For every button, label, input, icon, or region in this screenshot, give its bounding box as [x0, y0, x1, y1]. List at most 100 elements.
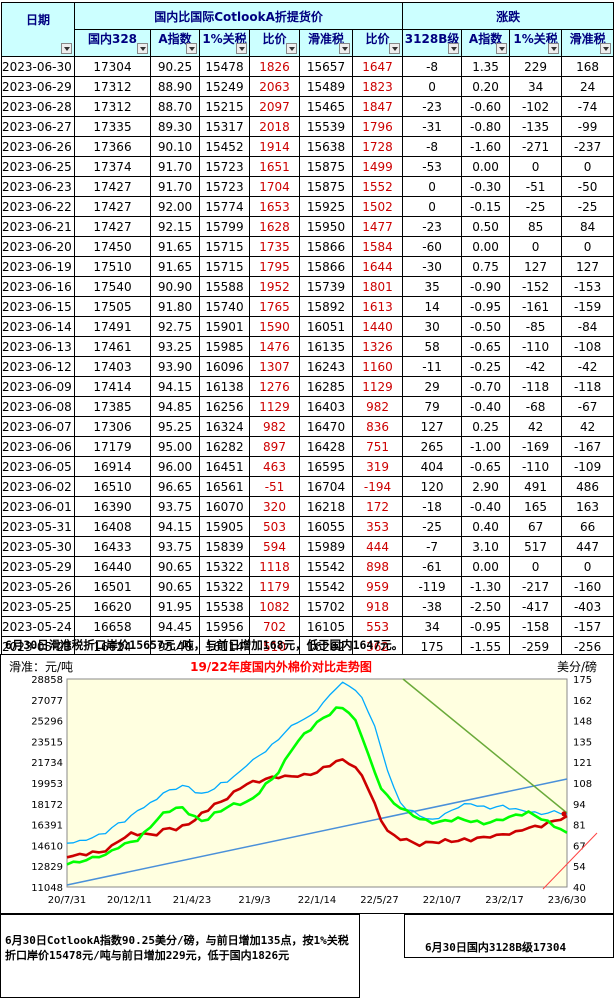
table-cell: 127: [402, 416, 463, 437]
col-header-date[interactable]: 日期: [1, 2, 75, 57]
table-cell: 93.75: [150, 496, 200, 517]
y-left-tick-label: 21734: [31, 758, 63, 769]
table-cell: 95.00: [150, 436, 200, 457]
col-header-8[interactable]: 1%关税: [509, 29, 563, 57]
table-row: 2023-06-02 16510 96.65 16561 -51 16704 -194 120…: [1, 476, 615, 497]
table-cell: 463: [249, 456, 300, 477]
col-header-9[interactable]: 滑准税: [561, 29, 615, 57]
table-cell: 2023-05-25: [1, 596, 75, 617]
table-cell: 702: [249, 616, 300, 637]
chart-panel: 19/22年度国内外棉价对比走势图 滑准：元/吨 美分/磅 28858 27077 252…: [0, 654, 614, 914]
table-cell: 15542: [299, 556, 353, 577]
table-cell: 94.15: [150, 516, 200, 537]
table-cell: 486: [561, 476, 615, 497]
y-right-tick-label: 135: [573, 737, 592, 748]
col-header-1[interactable]: A指数: [150, 29, 200, 57]
x-tick-label: 21/4/23: [173, 895, 212, 906]
table-cell: -11: [402, 356, 463, 377]
filter-dropdown-icon[interactable]: [600, 43, 612, 54]
table-cell: 92.15: [150, 216, 200, 237]
table-cell: 0.50: [461, 216, 511, 237]
filter-dropdown-icon[interactable]: [186, 43, 197, 54]
y-left-tick-label: 23515: [31, 737, 63, 748]
table-cell: 88.70: [150, 96, 200, 117]
table-cell: 1628: [249, 216, 300, 237]
filter-dropdown-icon[interactable]: [137, 43, 148, 54]
table-cell: 1129: [249, 396, 300, 417]
table-cell: 1.35: [461, 56, 511, 77]
table-cell: 982: [249, 416, 300, 437]
filter-dropdown-icon[interactable]: [496, 43, 508, 54]
table-cell: -135: [509, 116, 563, 137]
col-header-4[interactable]: 滑准税: [299, 29, 353, 57]
filter-dropdown-icon[interactable]: [236, 43, 247, 54]
col-header-7[interactable]: A指数: [461, 29, 511, 57]
table-cell: -169: [509, 436, 563, 457]
col-header-5[interactable]: 比价: [351, 29, 404, 57]
table-cell: 1276: [249, 376, 300, 397]
table-cell: 88.90: [150, 76, 200, 97]
filter-dropdown-icon[interactable]: [61, 43, 72, 54]
table-cell: 1826: [249, 56, 300, 77]
table-cell: -110: [509, 336, 563, 357]
table-cell: -38: [402, 596, 463, 617]
table-cell: 96.65: [150, 476, 200, 497]
filter-dropdown-icon[interactable]: [286, 43, 297, 54]
table-cell: 90.25: [150, 56, 200, 77]
table-cell: 172: [351, 496, 404, 517]
table-cell: 85: [509, 216, 563, 237]
x-tick-label: 22/5/27: [360, 895, 399, 906]
table-cell: 2023-05-29: [1, 556, 75, 577]
col-header-6[interactable]: 3128B级: [402, 29, 463, 57]
table-cell: -67: [561, 396, 615, 417]
table-cell: 1728: [351, 136, 404, 157]
footer-note-left: 6月30日CotlookA指数90.25美分/磅，与前日增加135点，按1%关税…: [0, 914, 360, 998]
table-cell: 1307: [249, 356, 300, 377]
col-header-2[interactable]: 1%关税: [199, 29, 250, 57]
table-cell: 0.40: [461, 516, 511, 537]
table-cell: 16055: [299, 516, 353, 537]
table-cell: 17374: [74, 156, 151, 177]
filter-dropdown-icon[interactable]: [548, 43, 560, 54]
table-cell: 898: [351, 556, 404, 577]
table-cell: 15215: [199, 96, 250, 117]
table-cell: 16914: [74, 456, 151, 477]
table-cell: 17366: [74, 136, 151, 157]
table-cell: 0: [509, 156, 563, 177]
plot-area: [66, 678, 568, 888]
table-cell: 2023-06-21: [1, 216, 75, 237]
table-cell: 1082: [249, 596, 300, 617]
filter-dropdown-icon[interactable]: [448, 43, 460, 54]
table-cell: 15875: [299, 156, 353, 177]
table-cell: -0.40: [461, 496, 511, 517]
table-cell: 17540: [74, 276, 151, 297]
table-cell: 17427: [74, 176, 151, 197]
col-header-3[interactable]: 比价: [249, 29, 300, 57]
filter-dropdown-icon[interactable]: [339, 43, 350, 54]
table-cell: -167: [561, 436, 615, 457]
table-cell: -118: [509, 376, 563, 397]
table-cell: 16403: [299, 396, 353, 417]
table-cell: 90.90: [150, 276, 200, 297]
filter-dropdown-icon[interactable]: [389, 43, 401, 54]
table-cell: 15985: [199, 336, 250, 357]
table-cell: 16262: [299, 636, 353, 657]
y-right-tick-label: 162: [573, 696, 592, 707]
table-cell: 16408: [74, 516, 151, 537]
table-cell: 94.15: [150, 376, 200, 397]
table-cell: 15478: [199, 56, 250, 77]
table-cell: 1735: [249, 236, 300, 257]
table-cell: 66: [561, 516, 615, 537]
table-cell: 15322: [199, 556, 250, 577]
table-cell: 1651: [249, 156, 300, 177]
table-cell: 2023-05-26: [1, 576, 75, 597]
col-header-0[interactable]: 国内328: [74, 29, 151, 57]
table-cell: -30: [402, 256, 463, 277]
table-cell: -50: [561, 176, 615, 197]
table-cell: 2023-06-15: [1, 296, 75, 317]
table-cell: 2023-06-05: [1, 456, 75, 477]
table-cell: 15956: [199, 616, 250, 637]
table-cell: 2023-06-16: [1, 276, 75, 297]
table-cell: -109: [561, 456, 615, 477]
table-cell: -7: [402, 536, 463, 557]
